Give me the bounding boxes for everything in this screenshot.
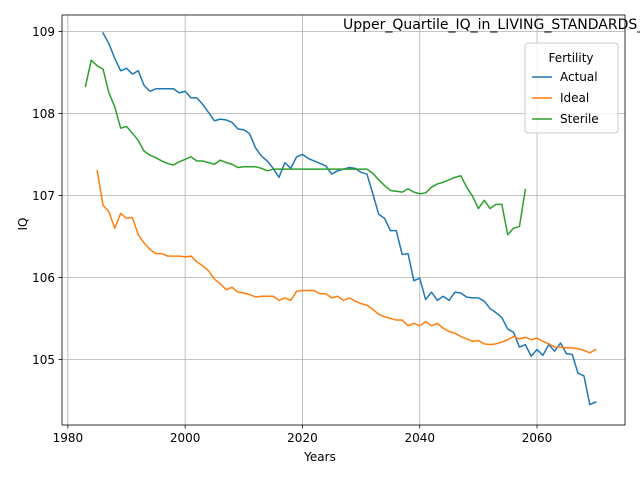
y-tick-label: 106 bbox=[32, 271, 55, 285]
x-tick-label: 1980 bbox=[53, 431, 84, 445]
series-line-ideal bbox=[96, 169, 597, 354]
y-tick-label: 105 bbox=[32, 353, 55, 367]
grid bbox=[62, 15, 625, 425]
x-axis-label: Years bbox=[303, 450, 336, 464]
y-tick-label: 109 bbox=[32, 25, 55, 39]
series-line-sterile bbox=[84, 59, 527, 236]
x-tick-label: 2000 bbox=[170, 431, 201, 445]
legend-title: Fertility bbox=[548, 51, 593, 65]
legend: Fertility Actual Ideal Sterile bbox=[524, 42, 619, 134]
axis-ticks: 1980 2000 2020 2040 2060 105 106 107 108 109 bbox=[32, 25, 552, 445]
x-tick-label: 2060 bbox=[522, 431, 553, 445]
series-group bbox=[84, 32, 597, 406]
x-tick-label: 2020 bbox=[287, 431, 318, 445]
plot-frame bbox=[61, 14, 626, 426]
legend-label-sterile: Sterile bbox=[560, 112, 599, 126]
legend-items: Actual Ideal Sterile bbox=[532, 70, 599, 126]
legend-label-actual: Actual bbox=[560, 70, 598, 84]
series-line-actual bbox=[102, 32, 597, 406]
legend-label-ideal: Ideal bbox=[560, 91, 589, 105]
y-tick-label: 107 bbox=[32, 189, 55, 203]
y-axis-label: IQ bbox=[16, 218, 30, 231]
legend-box bbox=[524, 42, 619, 134]
chart-title: Upper_Quartile_IQ_in_LIVING_STANDARDS_WI… bbox=[343, 17, 640, 33]
x-tick-label: 2040 bbox=[404, 431, 435, 445]
y-tick-label: 108 bbox=[32, 107, 55, 121]
